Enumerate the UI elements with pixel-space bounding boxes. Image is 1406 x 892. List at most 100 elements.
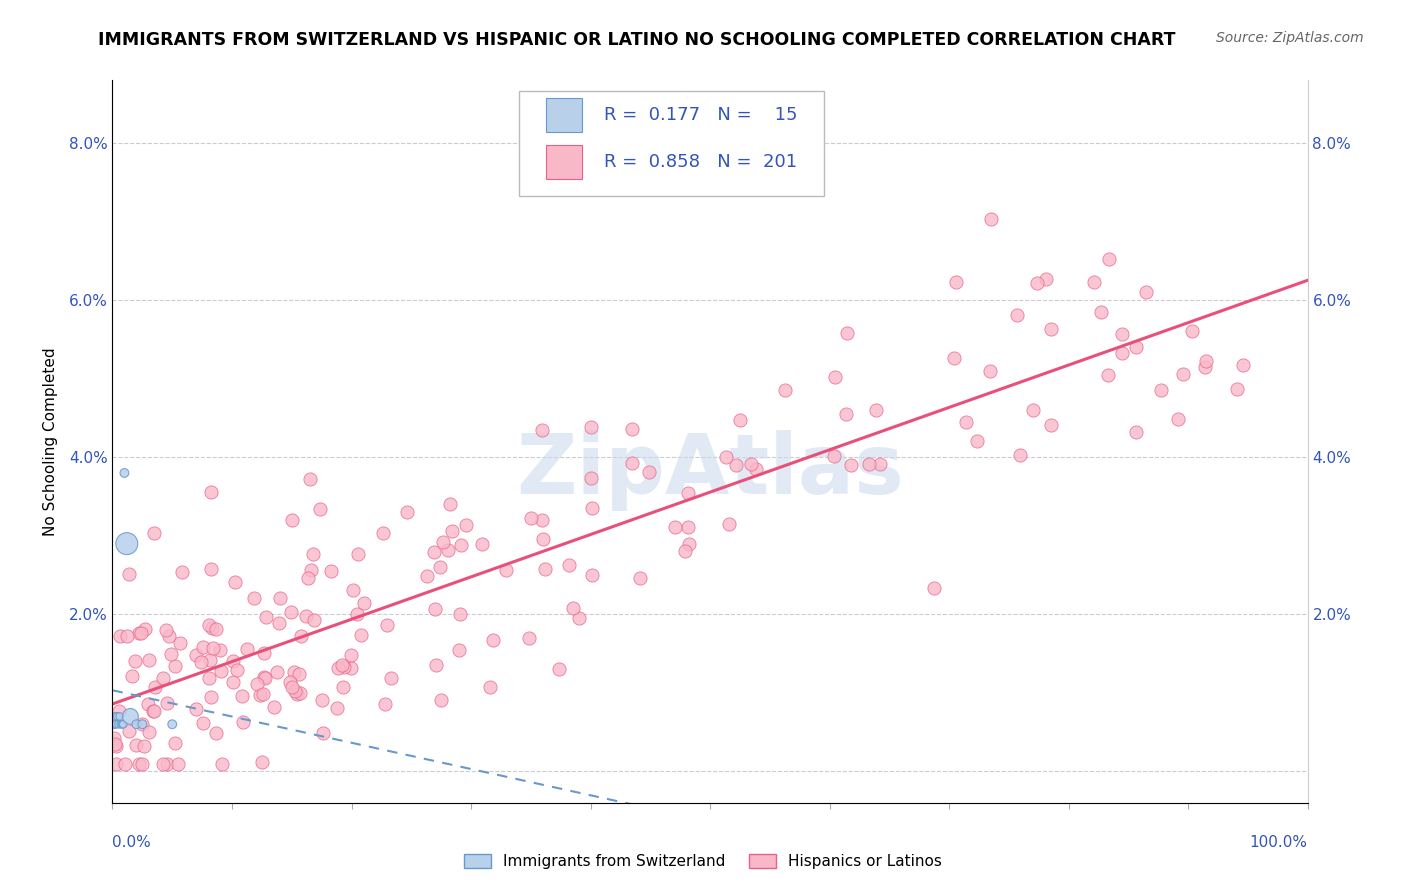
Point [628,571,651,585]
Point [295,609,318,624]
Point [1171,367,1194,381]
Point [678,537,700,551]
Point [429,560,451,574]
Point [664,520,686,534]
Point [676,485,699,500]
Point [531,423,554,437]
Point [447,642,470,657]
Point [1181,324,1204,338]
Point [136,697,159,711]
Point [1021,403,1043,417]
Point [281,513,304,527]
Point [425,657,447,672]
Point [558,558,581,572]
Point [110,717,132,731]
Point [263,700,285,714]
Point [114,756,136,771]
Point [423,602,446,616]
Point [253,670,276,684]
Point [1125,340,1147,354]
Point [869,457,891,471]
FancyBboxPatch shape [547,145,582,179]
Point [231,690,253,704]
Point [547,662,569,676]
Point [254,610,277,624]
Point [858,457,880,471]
Point [561,601,583,615]
Point [430,692,453,706]
Point [191,716,214,731]
Point [246,677,269,691]
Point [290,629,312,643]
Point [1010,448,1032,462]
Point [280,605,302,619]
Point [620,422,643,436]
Point [966,434,988,449]
Text: R =  0.177   N =    15: R = 0.177 N = 15 [603,106,797,124]
Point [319,564,342,578]
Point [311,725,333,739]
Point [823,449,845,463]
Point [152,671,174,685]
Point [105,739,128,753]
Point [380,671,402,685]
Point [128,756,150,771]
Point [156,756,179,771]
Point [482,632,505,647]
Text: Source: ZipAtlas.com: Source: ZipAtlas.com [1216,31,1364,45]
Legend: Immigrants from Switzerland, Hispanics or Latinos: Immigrants from Switzerland, Hispanics o… [457,848,949,875]
Point [131,717,153,731]
Point [479,680,502,694]
FancyBboxPatch shape [547,97,582,132]
Point [115,629,138,643]
Point [581,567,603,582]
Point [673,543,696,558]
Point [115,536,138,550]
Point [581,420,603,434]
Point [184,648,207,663]
Point [945,275,967,289]
Text: R =  0.858   N =  201: R = 0.858 N = 201 [603,153,797,171]
Point [449,607,471,622]
Point [1098,252,1121,267]
Point [157,629,180,643]
Point [730,413,752,427]
Point [243,591,266,605]
Point [1226,382,1249,396]
Point [339,648,361,662]
Point [253,671,276,685]
Point [440,524,463,539]
Point [252,688,274,702]
Point [167,756,190,771]
Point [297,571,319,585]
Text: 100.0%: 100.0% [1250,835,1308,850]
Point [374,697,396,711]
Point [339,661,361,675]
Point [170,565,193,579]
Point [191,640,214,654]
Point [1194,360,1216,375]
Point [288,666,311,681]
Point [311,693,333,707]
Point [326,701,349,715]
Point [208,643,231,657]
Point [350,628,373,642]
Point [439,498,461,512]
Point [724,458,747,472]
Point [138,725,160,739]
Point [530,513,553,527]
Point [124,654,146,668]
Point [160,647,183,661]
Point [105,756,128,771]
Point [676,520,699,534]
Point [714,450,737,464]
Point [142,704,165,718]
Point [186,702,208,716]
Point [717,517,740,532]
Point [121,668,143,682]
Point [162,717,183,731]
Point [332,680,354,694]
Point [437,542,460,557]
Point [104,738,127,752]
Point [347,547,370,561]
